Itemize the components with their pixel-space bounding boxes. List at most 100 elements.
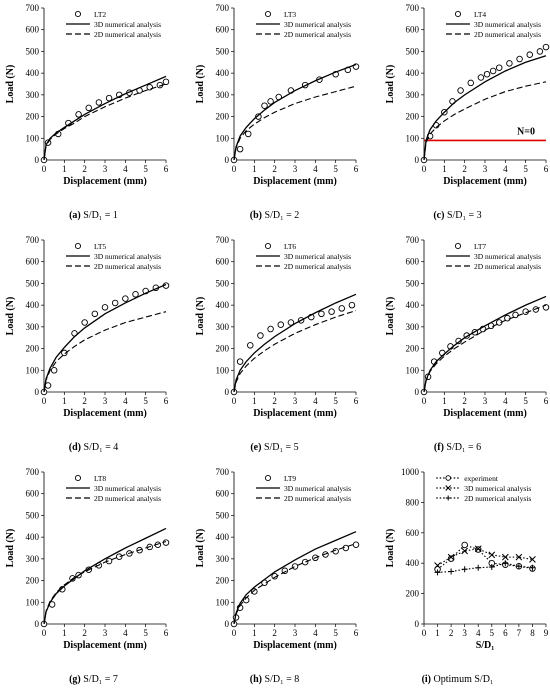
y-tick-label: 700 (26, 467, 40, 477)
data-point (501, 553, 509, 561)
series-line-3 (233, 543, 357, 625)
panel-caption: (d) S/D₁ = 4 (2, 442, 185, 453)
x-axis-label: Displacement (mm) (253, 176, 337, 187)
data-point (502, 560, 509, 567)
series-line-3 (43, 83, 167, 161)
x-tick-label: 2 (272, 396, 277, 406)
x-tick-label: 6 (164, 628, 169, 638)
series-line-2 (43, 75, 167, 161)
x-tick-label: 1 (252, 628, 257, 638)
series-line-3 (423, 81, 547, 161)
x-tick-label: 4 (503, 164, 508, 174)
y-tick-label: 300 (216, 554, 230, 564)
y-tick-label: 100 (216, 133, 230, 143)
data-point (287, 319, 295, 326)
x-tick-label: 6 (164, 164, 169, 174)
x-tick-label: 5 (143, 396, 148, 406)
panel-3: 0 100 200 300 400 500 600 700 0 1 2 3 4 5 6 Displacemen… (385, 3, 550, 187)
legend-entry: LT3 (284, 10, 296, 19)
panel-caption: (a) S/D₁ = 1 (2, 210, 185, 221)
legend-entry: 2D numerical analysis (284, 494, 351, 503)
x-tick-label: 4 (476, 628, 481, 638)
x-axis-label: Displacement (mm) (63, 176, 147, 187)
data-point (95, 99, 103, 106)
legend-entry: experiment (464, 474, 499, 483)
x-tick-label: 0 (232, 164, 237, 174)
y-tick-label: 100 (406, 365, 420, 375)
y-axis-label: Load (N) (385, 529, 396, 568)
y-tick-label: 500 (406, 278, 420, 288)
data-point (122, 295, 129, 302)
legend-entry: LT2 (94, 10, 106, 19)
x-tick-label: 1 (435, 628, 440, 638)
x-tick-label: 1 (442, 396, 447, 406)
data-point (301, 558, 309, 566)
data-point (495, 64, 503, 71)
data-point (352, 541, 360, 548)
x-tick-label: 0 (42, 164, 47, 174)
y-tick-label: 500 (216, 510, 230, 520)
legend-entry: LT6 (284, 242, 296, 251)
y-axis-label: Load (N) (195, 529, 206, 568)
data-point (81, 319, 88, 326)
data-point (44, 382, 52, 389)
series-line-3 (43, 311, 167, 393)
y-axis-label: Load (N) (195, 65, 206, 104)
x-tick-label: 3 (293, 164, 298, 174)
x-tick-label: 6 (503, 628, 508, 638)
panel-caption-text: S/D₁ = 7 (80, 674, 118, 685)
panel-label: (h) (249, 674, 263, 685)
y-tick-label: 500 (26, 510, 40, 520)
x-tick-label: 0 (422, 628, 427, 638)
data-point (529, 556, 536, 563)
y-tick-label: 0 (415, 619, 420, 629)
x-tick-label: 2 (462, 396, 467, 406)
panel-6: 0 100 200 300 400 500 600 700 0 1 2 3 4 5 6 Displacemen… (385, 235, 550, 419)
x-tick-label: 1 (252, 396, 257, 406)
series-line-3 (233, 85, 357, 161)
data-point (475, 564, 482, 571)
y-tick-label: 600 (216, 25, 230, 35)
y-tick-label: 600 (216, 257, 230, 267)
x-tick-label: 5 (490, 628, 495, 638)
data-point (457, 87, 464, 94)
y-axis-label: Load (N) (195, 297, 206, 336)
data-point (132, 291, 139, 298)
panel-caption: (i) Optimum S/D₁ (366, 674, 549, 685)
series-line-2 (423, 55, 547, 161)
y-tick-label: 200 (216, 344, 230, 354)
data-point (489, 67, 497, 75)
y-tick-label: 400 (406, 300, 420, 310)
x-tick-label: 0 (422, 396, 427, 406)
legend-marker (454, 242, 462, 250)
x-tick-label: 5 (333, 164, 338, 174)
y-tick-label: 100 (216, 597, 230, 607)
legend-entry: 2D numerical analysis (464, 494, 531, 503)
y-tick-label: 400 (26, 300, 40, 310)
legend-marker (445, 495, 451, 501)
data-point (467, 79, 475, 87)
data-point (91, 310, 99, 318)
x-tick-label: 9 (544, 628, 549, 638)
y-tick-label: 700 (406, 235, 420, 245)
y-tick-label: 700 (216, 467, 230, 477)
x-axis-label: Displacement (mm) (443, 408, 527, 419)
legend-entry: 2D numerical analysis (94, 262, 161, 271)
x-tick-label: 4 (123, 164, 128, 174)
y-tick-label: 300 (216, 90, 230, 100)
y-tick-label: 700 (216, 3, 230, 13)
x-tick-label: 3 (293, 628, 298, 638)
x-tick-label: 5 (143, 164, 148, 174)
y-tick-label: 0 (415, 155, 420, 165)
y-tick-label: 600 (26, 25, 40, 35)
panel-caption-text: S/D₁ = 1 (80, 210, 118, 221)
legend-marker (74, 474, 82, 482)
y-tick-label: 400 (216, 68, 230, 78)
x-tick-label: 6 (354, 164, 359, 174)
